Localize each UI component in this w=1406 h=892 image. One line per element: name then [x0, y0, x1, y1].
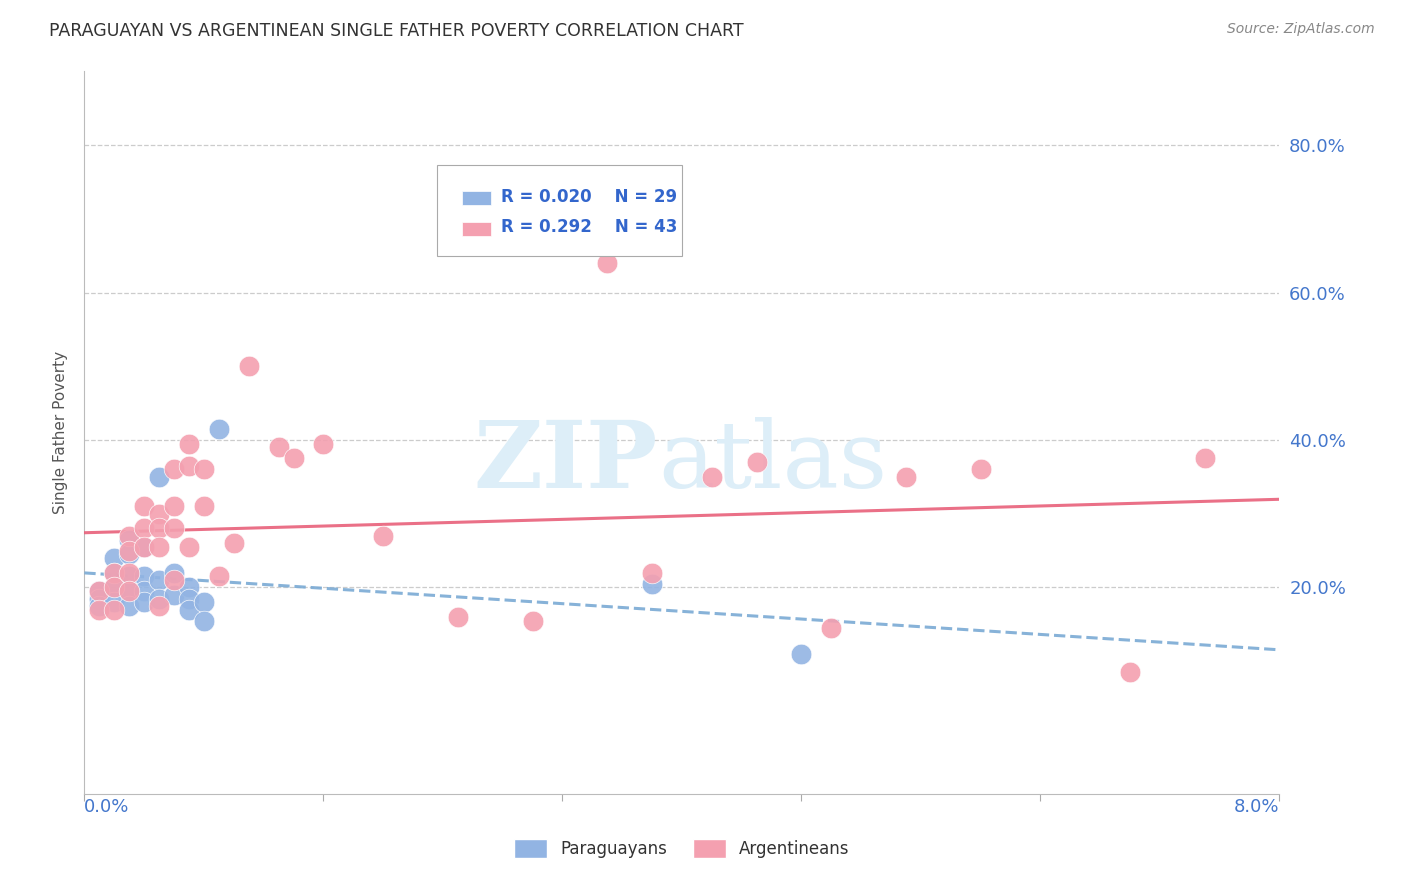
Point [208, 569, 231, 583]
Point [193, 595, 215, 609]
Point [177, 540, 200, 554]
Point [148, 599, 170, 613]
Point [118, 543, 141, 558]
Point [193, 614, 215, 628]
Point [132, 569, 156, 583]
FancyBboxPatch shape [463, 221, 491, 235]
Point [118, 584, 141, 599]
Point [522, 614, 544, 628]
Point [132, 500, 156, 514]
Point [148, 470, 170, 484]
Point [89, 584, 111, 599]
Point [177, 581, 200, 595]
Point [132, 595, 156, 609]
Text: PARAGUAYAN VS ARGENTINEAN SINGLE FATHER POVERTY CORRELATION CHART: PARAGUAYAN VS ARGENTINEAN SINGLE FATHER … [49, 22, 744, 40]
Point [148, 521, 170, 535]
Text: 8.0%: 8.0% [1234, 797, 1279, 815]
Point [267, 441, 290, 455]
Point [1119, 665, 1142, 680]
Point [89, 599, 111, 613]
Point [103, 602, 125, 616]
Point [118, 584, 141, 599]
FancyBboxPatch shape [463, 191, 491, 205]
Point [103, 595, 125, 609]
Point [132, 540, 156, 554]
Point [163, 500, 186, 514]
Point [148, 540, 170, 554]
Point [790, 647, 813, 661]
Point [238, 359, 260, 374]
Text: 0.0%: 0.0% [84, 797, 129, 815]
Point [118, 569, 141, 583]
Text: Source: ZipAtlas.com: Source: ZipAtlas.com [1227, 22, 1375, 37]
Point [132, 540, 156, 554]
Point [89, 584, 111, 599]
Point [163, 573, 186, 587]
Y-axis label: Single Father Poverty: Single Father Poverty [53, 351, 69, 514]
Point [820, 621, 842, 635]
Legend: Paraguayans, Argentineans: Paraguayans, Argentineans [508, 832, 856, 865]
Point [894, 470, 917, 484]
Point [177, 458, 200, 473]
Point [103, 581, 125, 595]
Point [596, 256, 619, 270]
Point [118, 533, 141, 547]
Point [641, 566, 664, 580]
Point [103, 566, 125, 580]
Point [193, 500, 215, 514]
Point [700, 470, 723, 484]
Point [177, 436, 200, 450]
Point [283, 451, 305, 466]
Point [163, 588, 186, 602]
Point [177, 591, 200, 606]
Point [118, 599, 141, 613]
Point [447, 610, 470, 624]
Text: ZIP: ZIP [474, 417, 658, 507]
Point [208, 422, 231, 436]
Point [641, 576, 664, 591]
Point [970, 462, 993, 476]
Point [103, 581, 125, 595]
Point [745, 455, 768, 469]
Point [163, 521, 186, 535]
Point [118, 529, 141, 543]
Point [118, 547, 141, 561]
Point [148, 573, 170, 587]
Point [148, 507, 170, 521]
Point [222, 536, 245, 550]
Point [312, 436, 335, 450]
Text: R = 0.020    N = 29: R = 0.020 N = 29 [502, 188, 678, 206]
Point [163, 566, 186, 580]
Point [148, 591, 170, 606]
Point [177, 602, 200, 616]
Point [1194, 451, 1216, 466]
Point [132, 584, 156, 599]
Point [103, 566, 125, 580]
Point [118, 566, 141, 580]
Point [103, 551, 125, 566]
Point [132, 521, 156, 535]
Text: atlas: atlas [658, 417, 887, 507]
Point [89, 602, 111, 616]
Point [373, 529, 395, 543]
Point [89, 591, 111, 606]
Point [193, 462, 215, 476]
Point [163, 462, 186, 476]
Text: R = 0.292    N = 43: R = 0.292 N = 43 [502, 219, 678, 236]
FancyBboxPatch shape [437, 165, 682, 256]
